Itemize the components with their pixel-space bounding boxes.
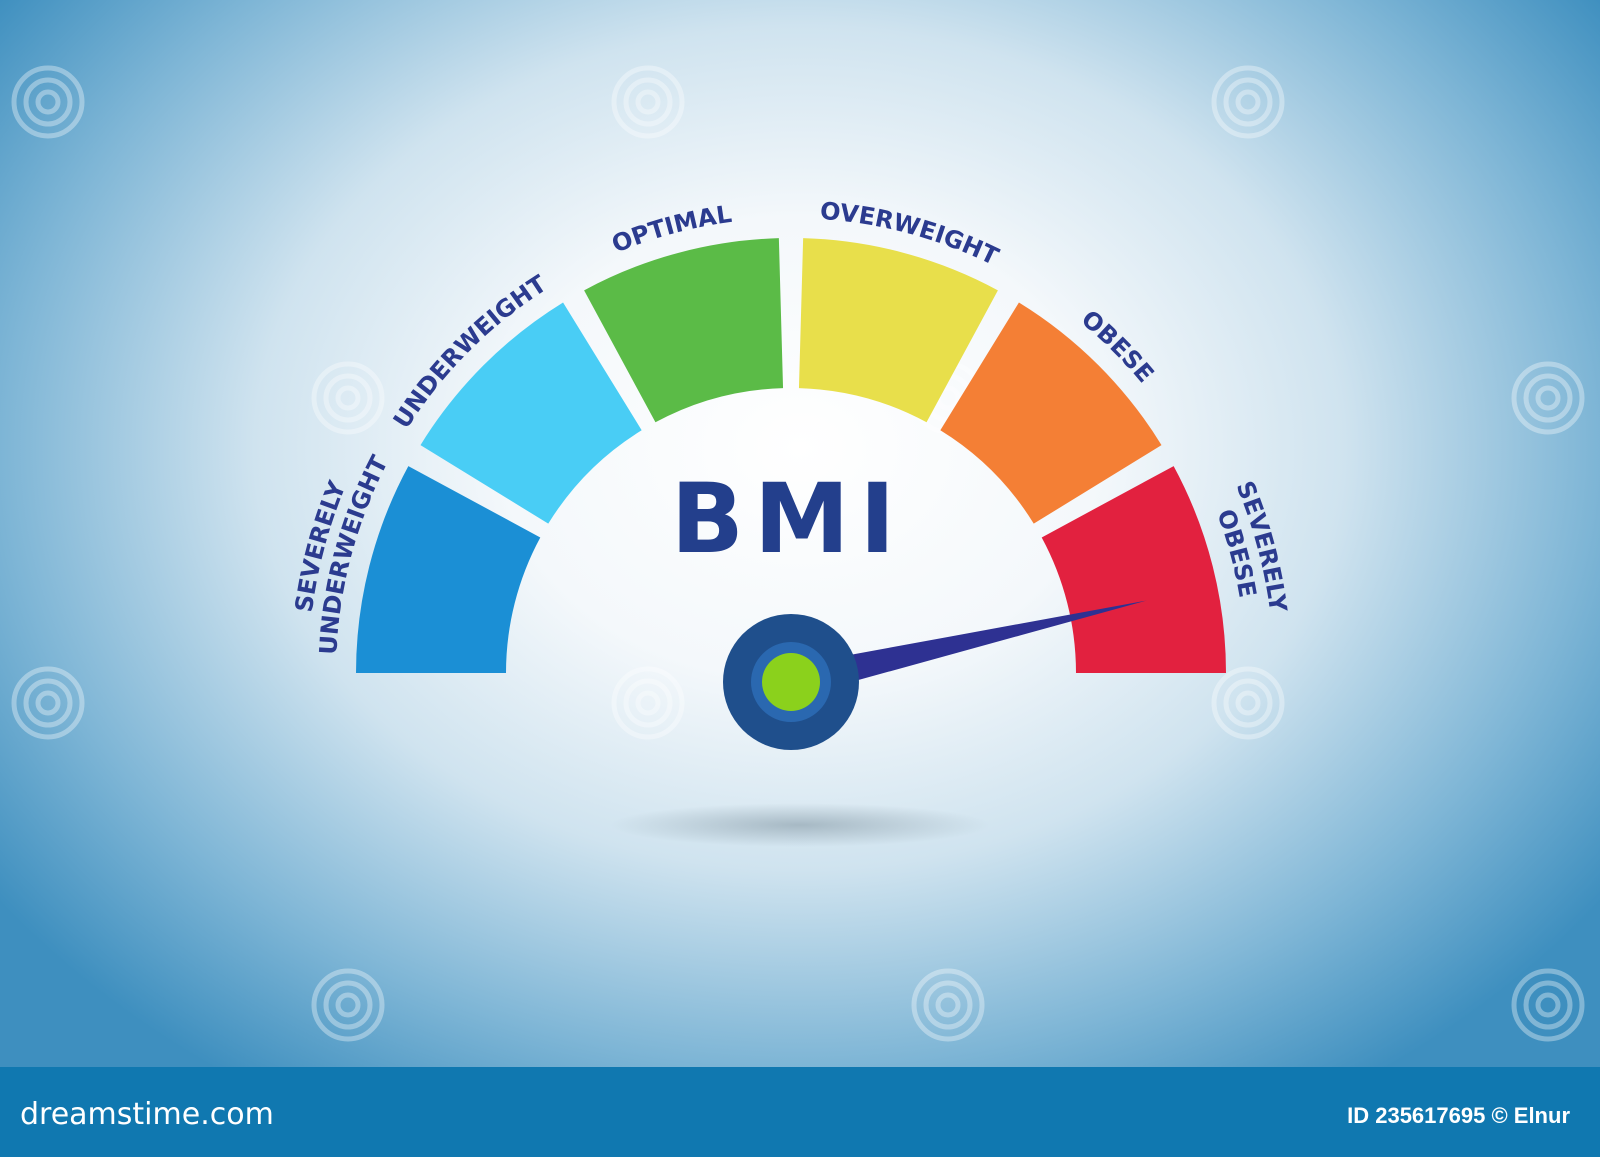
watermark-spiral-icon — [923, 980, 973, 1030]
watermark-spiral-icon — [611, 666, 685, 740]
watermark-spiral-icon — [623, 77, 673, 127]
watermark-spiral-icon — [35, 89, 61, 115]
watermark-spiral-icon — [1535, 992, 1561, 1018]
watermark-spiral-icon — [23, 77, 73, 127]
watermark-spiral-icon — [311, 361, 385, 435]
watermark-spiral-icon — [611, 65, 685, 139]
watermark-spiral-icon — [23, 678, 73, 728]
gauge-segment — [420, 302, 642, 524]
gauge-segment — [1041, 466, 1226, 673]
watermark-spiral-icon — [911, 968, 985, 1042]
watermark-spiral-icon — [335, 992, 361, 1018]
watermark-spiral-icon — [1523, 980, 1573, 1030]
watermark-spiral-icon — [1223, 77, 1273, 127]
watermark-spirals — [11, 65, 1585, 1042]
watermark-spiral-icon — [311, 968, 385, 1042]
footer-bar: dreamstime.com ID 235617695 © Elnur — [0, 1067, 1600, 1157]
gauge-shadow — [610, 803, 990, 847]
watermark-spiral-icon — [323, 373, 373, 423]
watermark-spiral-icon — [1211, 65, 1285, 139]
needle-pivot-center — [762, 653, 820, 711]
watermark-spiral-icon — [1511, 968, 1585, 1042]
footer-credit: ID 235617695 © Elnur — [1347, 1103, 1570, 1128]
watermark-spiral-icon — [1235, 89, 1261, 115]
watermark-spiral-icon — [1535, 385, 1561, 411]
watermark-spiral-icon — [635, 89, 661, 115]
gauge-segment — [940, 302, 1162, 524]
gauge-segment — [356, 466, 541, 673]
footer-logo: dreamstime.com — [20, 1097, 274, 1132]
watermark-spiral-icon — [323, 980, 373, 1030]
gauge-segment — [798, 238, 998, 423]
watermark-spiral-icon — [1235, 690, 1261, 716]
watermark-spiral-icon — [1511, 361, 1585, 435]
watermark-spiral-icon — [335, 385, 361, 411]
watermark-spiral-icon — [635, 690, 661, 716]
watermark-spiral-icon — [1223, 678, 1273, 728]
watermark-spiral-icon — [623, 678, 673, 728]
background — [0, 0, 1600, 1067]
watermark-spiral-icon — [11, 666, 85, 740]
watermark-spiral-icon — [1211, 666, 1285, 740]
gauge-segment — [584, 238, 784, 423]
watermark-spiral-icon — [35, 690, 61, 716]
watermark-spiral-icon — [11, 65, 85, 139]
watermark-spiral-icon — [1523, 373, 1573, 423]
gauge-title: BMI — [671, 463, 905, 575]
gauge-needle — [787, 600, 1147, 698]
watermark-spiral-icon — [935, 992, 961, 1018]
